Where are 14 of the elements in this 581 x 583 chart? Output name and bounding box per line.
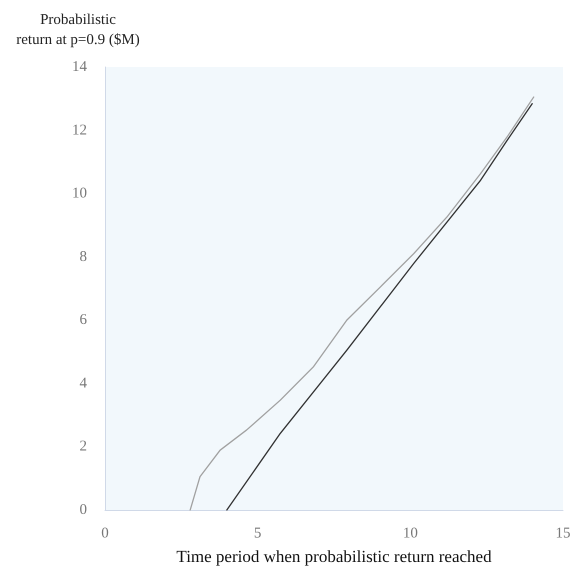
y-tick-label: 6 xyxy=(80,312,88,328)
y-tick-label: 0 xyxy=(80,502,87,518)
y-tick-label: 14 xyxy=(72,59,88,75)
y-axis-title: Probabilistic return at p=0.9 ($M) xyxy=(16,12,140,48)
y-tick-label: 2 xyxy=(80,438,87,455)
y-tick-label: 8 xyxy=(80,248,87,265)
y-tick-label: 10 xyxy=(72,186,87,202)
x-tick-label: 10 xyxy=(402,526,418,542)
x-tick-label: 15 xyxy=(556,526,570,542)
x-axis-title: Time period when probabilistic return reached xyxy=(176,547,492,566)
y-tick-label: 4 xyxy=(80,375,88,392)
y-tick-label: 12 xyxy=(72,122,87,138)
x-tick-label: 0 xyxy=(101,526,109,542)
x-tick-label: 5 xyxy=(254,526,262,542)
